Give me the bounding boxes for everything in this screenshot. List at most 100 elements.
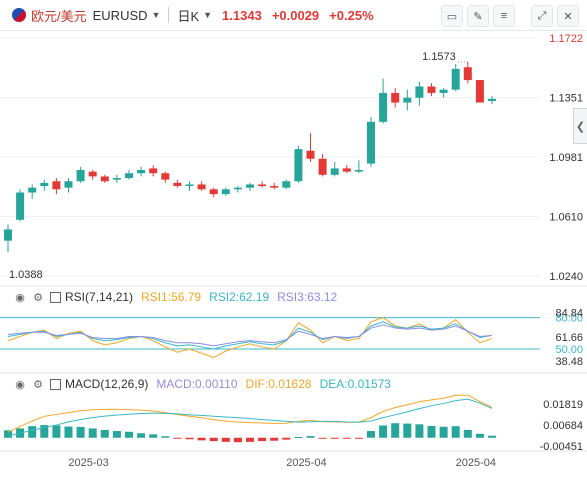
candle-body [354, 170, 363, 172]
candle-body [439, 89, 448, 93]
rsi1-value: RSI1:56.79 [141, 290, 202, 304]
candle-body [185, 184, 194, 187]
indicator-box-icon[interactable] [50, 378, 61, 390]
macd-histogram-bar [185, 437, 194, 440]
rsi-series-line [7, 324, 493, 347]
macd-histogram-bar [137, 433, 146, 438]
price-axis-label: 1.0240 [549, 271, 583, 283]
header-toolbar: ▭ ✎ ≡ ⤢ ✕ [441, 5, 579, 27]
candle-body [463, 67, 472, 81]
candle-body [100, 176, 109, 182]
macd-histogram-bar [354, 437, 363, 439]
x-axis-label: 2025-04 [286, 457, 326, 469]
macd-histogram-bar [379, 425, 388, 438]
macd-histogram-bar [342, 437, 351, 439]
macd-histogram-bar [367, 431, 375, 438]
rsi-series-line [7, 321, 493, 350]
symbol-code[interactable]: EURUSD [92, 7, 148, 23]
macd-histogram-bar [161, 436, 170, 438]
candle-body [342, 168, 351, 172]
price-change-percent: +0.25% [329, 7, 374, 23]
macd-histogram-bar [125, 431, 133, 438]
macd-axis-label: 0.01819 [543, 399, 583, 411]
symbol-dropdown-icon[interactable]: ▼ [151, 10, 161, 20]
rsi2-value: RSI2:62.19 [209, 290, 270, 304]
macd-histogram-bar [52, 425, 61, 438]
candle-body [173, 182, 182, 187]
candle-body [125, 173, 133, 179]
macd-histogram-bar [258, 437, 267, 442]
macd-histogram-bar [294, 437, 303, 438]
rsi-axis-label: 61.66 [555, 332, 583, 344]
candle-body [137, 170, 146, 174]
macd-histogram-bar [463, 429, 472, 438]
rsi-axis-label: 84.84 [555, 308, 583, 320]
candle-body [391, 92, 400, 103]
fullscreen-icon[interactable]: ⤢ [531, 5, 553, 27]
close-icon[interactable]: ✕ [557, 5, 579, 27]
macd-histogram-bar [415, 424, 424, 438]
eye-icon[interactable]: ◉ [15, 291, 25, 304]
candle-body [16, 192, 25, 220]
symbol-name-cn[interactable]: 欧元/美元 [31, 8, 87, 24]
macd-axis-label: -0.00451 [540, 441, 583, 453]
candle-body [112, 178, 121, 180]
candle-body [246, 184, 254, 188]
price-change: +0.0029 [271, 7, 320, 23]
macd-histogram-bar [4, 430, 12, 438]
price-axis-label: 1.1722 [549, 33, 583, 45]
macd-value: MACD:0.00110 [156, 377, 238, 391]
macd-histogram-bar [233, 437, 242, 443]
candle-body [403, 97, 412, 103]
macd-histogram-bar [475, 433, 484, 438]
dea-line [7, 398, 493, 437]
gear-icon[interactable]: ⚙ [33, 378, 43, 391]
candle-body [488, 98, 496, 101]
candle-body [379, 92, 388, 122]
candle-body [40, 182, 49, 187]
dif-line [7, 394, 493, 433]
low-price-label: 1.0388 [9, 269, 43, 281]
gear-icon[interactable]: ⚙ [33, 291, 43, 304]
macd-histogram-bar [282, 437, 291, 440]
settings-icon[interactable]: ≡ [493, 5, 515, 27]
macd-histogram-bar [28, 426, 37, 438]
macd-title: MACD(12,26,9) [65, 377, 149, 391]
candle-body [233, 187, 242, 190]
period-dropdown-icon[interactable]: ▼ [203, 10, 213, 20]
period-selector[interactable]: 日K [177, 8, 200, 24]
macd-histogram-bar [391, 423, 400, 438]
edit-icon[interactable]: ✎ [467, 5, 489, 27]
candle-body [4, 229, 12, 241]
macd-histogram-bar [270, 437, 279, 441]
candle-body [209, 189, 218, 195]
macd-histogram-bar [427, 426, 436, 438]
candle-body [282, 181, 291, 188]
header-divider [168, 7, 170, 23]
macd-histogram-bar [112, 431, 121, 438]
dea-value: DEA:0.01573 [319, 377, 391, 391]
candle-body [318, 158, 327, 175]
chart-header: 欧元/美元 EURUSD ▼ 日K ▼ 1.1343 +0.0029 +0.25… [0, 0, 587, 31]
price-axis-label: 1.0610 [549, 212, 583, 224]
collapse-icon[interactable]: ▭ [441, 5, 463, 27]
collapse-panel-arrow-icon[interactable]: ❮ [573, 108, 587, 144]
candle-body [294, 149, 303, 182]
candle-body [64, 181, 73, 188]
candle-body [161, 173, 170, 180]
macd-histogram-bar [318, 437, 327, 439]
macd-histogram-bar [173, 437, 182, 439]
macd-axis-label: 0.00684 [543, 420, 583, 432]
macd-histogram-bar [403, 423, 412, 438]
x-axis-label: 2025-03 [68, 457, 108, 469]
indicator-box-icon[interactable] [50, 291, 61, 303]
last-price: 1.1343 [222, 7, 262, 23]
macd-histogram-bar [64, 426, 73, 438]
macd-histogram-bar [306, 436, 315, 438]
candle-body [330, 168, 339, 175]
eye-icon[interactable]: ◉ [15, 378, 25, 391]
macd-histogram-bar [488, 435, 496, 438]
rsi-series-line [7, 317, 493, 358]
macd-histogram-bar [209, 437, 218, 442]
